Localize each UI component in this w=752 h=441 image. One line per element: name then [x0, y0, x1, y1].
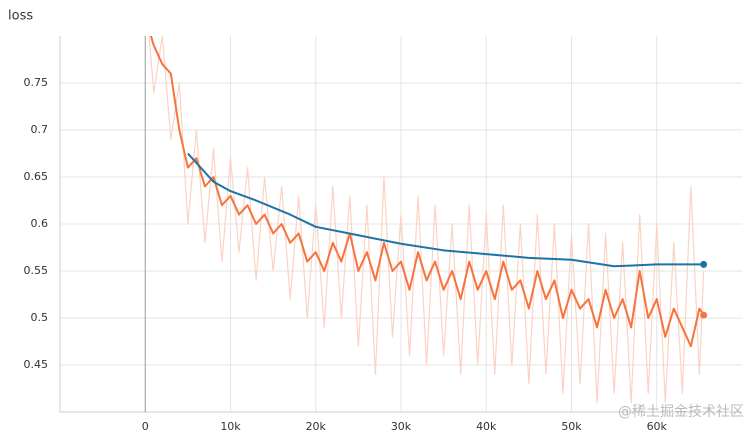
series-line	[149, 36, 705, 348]
chart-title: loss	[8, 9, 33, 24]
y-tick-label: 0.45	[24, 358, 49, 371]
y-tick-label: 0.75	[24, 76, 49, 89]
x-tick-label: 10k	[220, 420, 241, 433]
x-tick-label: 0	[142, 420, 149, 433]
x-tick-label: 30k	[391, 420, 412, 433]
x-tick-label: 20k	[306, 420, 327, 433]
series-line	[148, 36, 705, 404]
end-point	[700, 260, 708, 268]
end-point	[700, 311, 708, 319]
series-line	[187, 152, 704, 268]
watermark: @稀土掘金技术社区	[618, 404, 744, 420]
x-tick-label: 40k	[476, 420, 497, 433]
y-tick-label: 0.7	[31, 123, 49, 136]
y-tick-label: 0.6	[31, 217, 49, 230]
x-tick-label: 50k	[561, 420, 582, 433]
y-tick-label: 0.65	[24, 170, 49, 183]
x-tick-label: 60k	[647, 420, 668, 433]
y-tick-label: 0.5	[31, 311, 49, 324]
plot-area	[148, 36, 705, 404]
y-tick-label: 0.55	[24, 264, 49, 277]
